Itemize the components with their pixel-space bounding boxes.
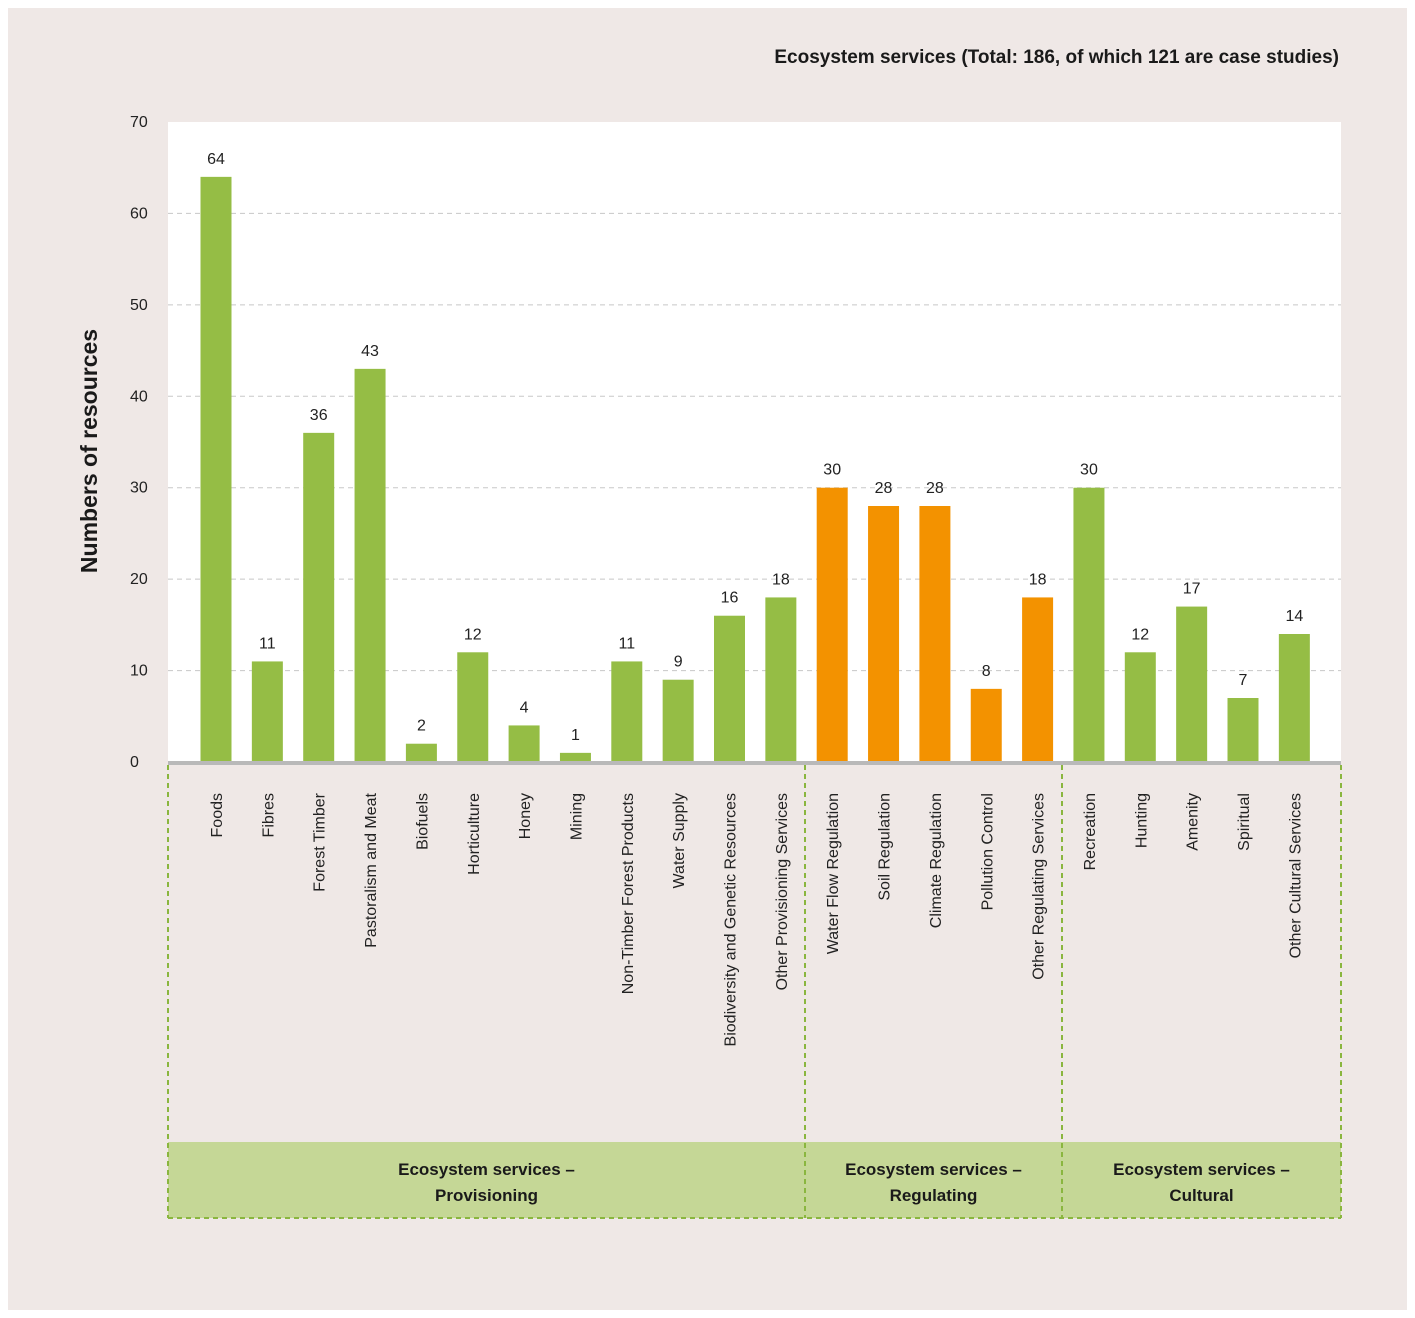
bar-value-label: 18: [1029, 571, 1047, 588]
category-label: Pollution Control: [979, 793, 996, 910]
group-bands: [168, 1142, 1341, 1218]
bar-value-label: 17: [1183, 581, 1201, 598]
y-tick-label: 10: [130, 663, 148, 680]
group-band: [1062, 1142, 1341, 1218]
y-tick-label: 50: [130, 297, 148, 314]
bar-value-label: 8: [982, 663, 991, 680]
bar-value-label: 16: [721, 590, 739, 607]
category-label: Fibres: [260, 793, 277, 837]
bar: [1022, 597, 1054, 762]
category-label: Water Supply: [671, 793, 688, 888]
bar: [354, 368, 386, 762]
bar-chart: Ecosystem services (Total: 186, of which…: [76, 47, 1342, 1219]
bar: [405, 743, 437, 762]
category-label: Recreation: [1082, 793, 1099, 870]
category-label: Hunting: [1133, 793, 1150, 848]
group-band: [168, 1142, 805, 1218]
bar-value-label: 2: [417, 718, 426, 735]
bar-value-label: 18: [772, 571, 790, 588]
bar: [611, 661, 643, 762]
group-band: [805, 1142, 1062, 1218]
bar-value-label: 7: [1239, 672, 1248, 689]
bar: [1227, 698, 1259, 762]
bar: [559, 752, 591, 762]
bar: [714, 615, 745, 762]
bar-value-label: 12: [1131, 626, 1149, 643]
bar-value-label: 14: [1285, 608, 1303, 625]
bar: [868, 506, 900, 762]
group-dividers: [167, 765, 1342, 1219]
y-tick-label: 40: [130, 388, 148, 405]
bar-value-label: 12: [464, 626, 482, 643]
group-labels: Ecosystem services – Provisioning Ecosyste…: [398, 1160, 1290, 1205]
category-label: Non-Timber Forest Products: [620, 793, 637, 994]
group-label: Ecosystem services –: [1113, 1160, 1290, 1179]
bar: [816, 487, 848, 762]
category-label: Biodiversity and Genetic Resources: [723, 793, 740, 1046]
category-label: Spiritual: [1236, 793, 1253, 851]
bar: [1073, 487, 1105, 762]
category-label: Pastoralism and Meat: [363, 792, 380, 947]
y-tick-label: 30: [130, 480, 148, 497]
y-tick-label: 20: [130, 571, 148, 588]
y-tick-label: 0: [130, 754, 139, 771]
bar: [1176, 606, 1208, 762]
category-label: Mining: [568, 793, 585, 840]
bar: [765, 597, 797, 762]
category-label: Water Flow Regulation: [825, 793, 842, 954]
chart-panel: Ecosystem services (Total: 186, of which…: [8, 8, 1407, 1310]
bar-value-label: 1: [571, 727, 580, 744]
bar-value-label: 30: [1080, 462, 1098, 479]
bar-value-label: 4: [520, 699, 529, 716]
group-label: Ecosystem services –: [845, 1160, 1022, 1179]
bar: [200, 176, 232, 762]
bar: [970, 688, 1002, 762]
category-label: Other Provisioning Services: [774, 793, 791, 990]
group-label: Cultural: [1169, 1186, 1233, 1205]
chart-title: Ecosystem services (Total: 186, of which…: [774, 47, 1339, 68]
bar: [662, 679, 694, 762]
category-label: Forest Timber: [312, 792, 329, 891]
bar-value-label: 64: [207, 151, 225, 168]
bar-value-label: 30: [823, 462, 841, 479]
category-label: Horticulture: [466, 793, 483, 875]
category-label: Other Cultural Services: [1287, 793, 1304, 958]
bar-value-label: 28: [926, 480, 944, 497]
bar: [457, 652, 489, 762]
bar: [508, 725, 540, 762]
y-axis-ticks: 0 10 20 30 40 50 60 70: [130, 114, 148, 771]
bar-value-label: 11: [618, 635, 635, 652]
category-label: Honey: [517, 793, 534, 839]
category-label: Biofuels: [414, 793, 431, 850]
bar: [919, 506, 951, 762]
group-label: Regulating: [890, 1186, 978, 1205]
bar: [303, 432, 335, 762]
bar: [1124, 652, 1156, 762]
bar-value-label: 43: [361, 343, 379, 360]
bar-value-label: 36: [310, 407, 328, 424]
bar: [251, 661, 283, 762]
category-label: Foods: [209, 793, 226, 837]
plot-area: [168, 122, 1341, 762]
category-label: Climate Regulation: [928, 793, 945, 928]
category-label: Amenity: [1185, 793, 1202, 851]
bar-value-label: 11: [259, 635, 276, 652]
category-label: Soil Regulation: [877, 793, 894, 901]
bar-value-label: 28: [875, 480, 893, 497]
group-label: Ecosystem services –: [398, 1160, 575, 1179]
group-label: Provisioning: [435, 1186, 538, 1205]
category-labels: Foods Fibres Forest Timber Pastoralism and …: [209, 792, 1304, 1046]
bars: [200, 176, 1310, 762]
bar: [1278, 634, 1310, 762]
y-tick-label: 60: [130, 205, 148, 222]
y-tick-label: 70: [130, 114, 148, 131]
y-axis-label: Numbers of resources: [76, 329, 102, 573]
category-label: Other Regulating Services: [1031, 793, 1048, 980]
bar-value-label: 9: [674, 654, 683, 671]
gridlines: [168, 212, 1341, 672]
